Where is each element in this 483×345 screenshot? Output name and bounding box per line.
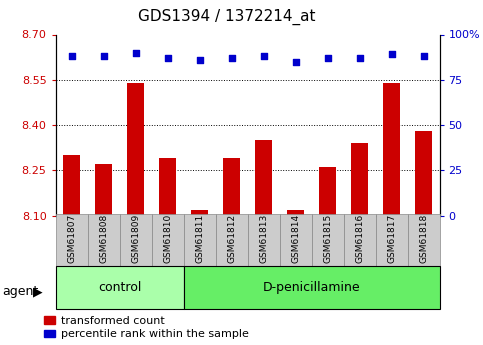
Text: GSM61817: GSM61817 — [387, 213, 396, 263]
Text: GSM61816: GSM61816 — [355, 213, 364, 263]
Bar — [191, 210, 208, 216]
Bar — [95, 164, 113, 216]
Bar — [343, 214, 376, 267]
Point — [292, 59, 299, 65]
Bar — [415, 131, 432, 216]
Bar — [383, 83, 400, 216]
Bar — [280, 214, 312, 267]
Text: GSM61812: GSM61812 — [227, 214, 236, 263]
Text: GSM61815: GSM61815 — [323, 213, 332, 263]
Text: GSM61810: GSM61810 — [163, 213, 172, 263]
Bar — [159, 158, 176, 216]
Point — [260, 53, 268, 59]
Bar — [127, 83, 144, 216]
Bar — [56, 266, 184, 309]
Point — [324, 55, 331, 61]
Text: GSM61813: GSM61813 — [259, 213, 268, 263]
Bar — [184, 214, 215, 267]
Bar — [255, 140, 272, 216]
Legend: transformed count, percentile rank within the sample: transformed count, percentile rank withi… — [44, 316, 249, 339]
Text: GSM61807: GSM61807 — [67, 213, 76, 263]
Bar — [312, 214, 343, 267]
Bar — [351, 143, 369, 216]
Bar — [223, 158, 241, 216]
Text: GDS1394 / 1372214_at: GDS1394 / 1372214_at — [138, 9, 316, 25]
Point — [68, 53, 75, 59]
Text: D-penicillamine: D-penicillamine — [263, 281, 360, 294]
Point — [227, 55, 235, 61]
Bar — [215, 214, 248, 267]
Point — [99, 53, 107, 59]
Bar — [287, 210, 304, 216]
Bar — [63, 155, 80, 216]
Text: GSM61818: GSM61818 — [419, 213, 428, 263]
Bar — [152, 214, 184, 267]
Bar — [319, 167, 336, 216]
Point — [164, 55, 171, 61]
Text: ▶: ▶ — [33, 285, 43, 298]
Point — [355, 55, 363, 61]
Point — [420, 53, 427, 59]
Text: GSM61811: GSM61811 — [195, 213, 204, 263]
Text: GSM61814: GSM61814 — [291, 214, 300, 263]
Point — [132, 50, 140, 55]
Bar — [184, 266, 440, 309]
Bar — [248, 214, 280, 267]
Bar — [87, 214, 120, 267]
Text: GSM61808: GSM61808 — [99, 213, 108, 263]
Bar — [376, 214, 408, 267]
Text: control: control — [98, 281, 141, 294]
Point — [388, 52, 396, 57]
Text: agent: agent — [2, 285, 39, 298]
Bar — [56, 214, 87, 267]
Point — [196, 57, 203, 62]
Bar — [120, 214, 152, 267]
Text: GSM61809: GSM61809 — [131, 213, 140, 263]
Bar — [408, 214, 440, 267]
